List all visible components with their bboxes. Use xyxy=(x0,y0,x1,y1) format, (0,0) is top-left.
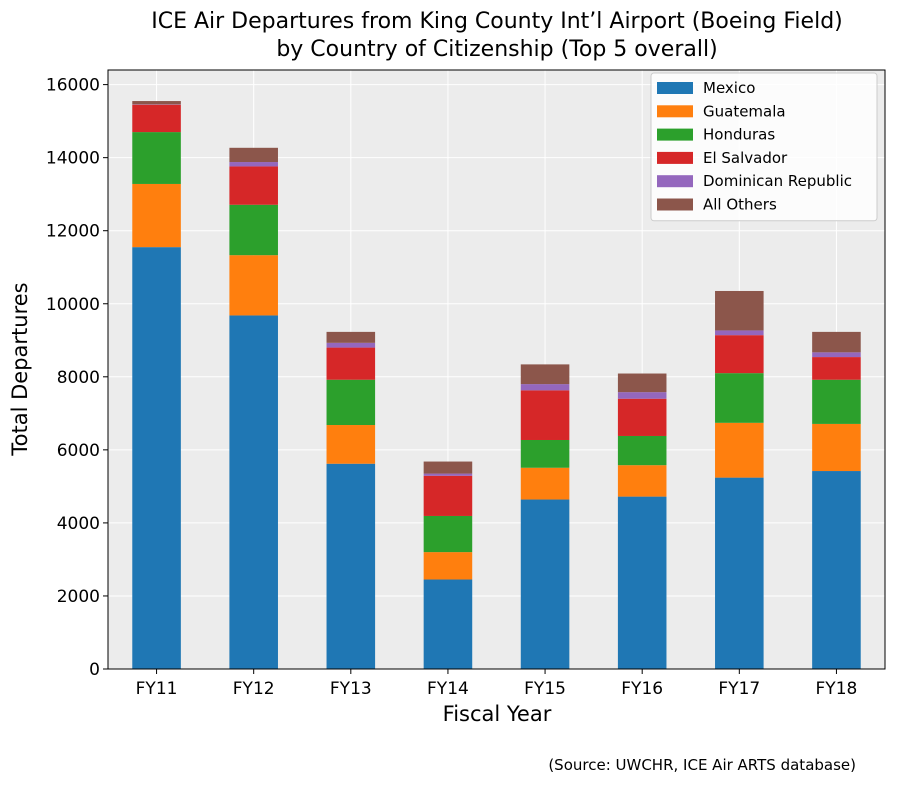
bar-guatemala-fy17 xyxy=(715,423,764,478)
bar-dominican-republic-fy12 xyxy=(229,162,278,166)
y-axis: 0 2000 4000 6000 8000 10000 12000 14000 16000 xyxy=(46,76,108,680)
source-note: (Source: UWCHR, ICE Air ARTS database) xyxy=(548,756,856,774)
bar-el-salvador-fy15 xyxy=(521,390,570,440)
bar-all-others-fy13 xyxy=(327,332,376,343)
y-tick-label: 2000 xyxy=(57,587,100,607)
bar-mexico-fy17 xyxy=(715,478,764,669)
y-tick-label: 8000 xyxy=(57,368,100,388)
x-tick-label: FY15 xyxy=(524,679,566,699)
y-tick-label: 0 xyxy=(89,660,100,680)
chart-subtitle: by Country of Citizenship (Top 5 overall… xyxy=(276,37,717,62)
x-tick-label: FY13 xyxy=(330,679,372,699)
legend-label: Dominican Republic xyxy=(703,172,852,190)
legend-label: Mexico xyxy=(703,79,755,97)
bar-dominican-republic-fy18 xyxy=(812,352,861,357)
bar-guatemala-fy13 xyxy=(327,425,376,464)
bar-dominican-republic-fy16 xyxy=(618,392,667,399)
bar-guatemala-fy16 xyxy=(618,465,667,496)
bar-guatemala-fy11 xyxy=(132,184,181,247)
legend-label: El Salvador xyxy=(703,149,788,167)
y-tick-label: 4000 xyxy=(57,514,100,534)
bar-mexico-fy15 xyxy=(521,500,570,669)
bar-all-others-fy12 xyxy=(229,148,278,162)
bar-honduras-fy17 xyxy=(715,373,764,423)
x-tick-label: FY14 xyxy=(427,679,469,699)
bar-honduras-fy18 xyxy=(812,380,861,424)
bar-el-salvador-fy17 xyxy=(715,335,764,373)
bar-dominican-republic-fy15 xyxy=(521,384,570,390)
bar-dominican-republic-fy17 xyxy=(715,330,764,335)
legend-swatch xyxy=(657,82,693,94)
bar-el-salvador-fy16 xyxy=(618,399,667,436)
y-axis-label: Total Departures xyxy=(8,282,32,456)
legend: Mexico Guatemala Honduras El Salvador Domini… xyxy=(651,73,877,221)
bar-honduras-fy15 xyxy=(521,440,570,468)
y-tick-label: 14000 xyxy=(46,149,100,169)
bar-mexico-fy14 xyxy=(424,580,473,669)
y-tick-label: 16000 xyxy=(46,76,100,96)
y-tick-label: 10000 xyxy=(46,295,100,315)
x-tick-label: FY11 xyxy=(136,679,178,699)
bar-all-others-fy18 xyxy=(812,332,861,352)
bar-mexico-fy12 xyxy=(229,315,278,669)
y-tick-label: 6000 xyxy=(57,441,100,461)
bar-el-salvador-fy12 xyxy=(229,166,278,204)
bar-mexico-fy11 xyxy=(132,247,181,669)
bar-honduras-fy14 xyxy=(424,516,473,552)
bar-dominican-republic-fy14 xyxy=(424,474,473,476)
bar-el-salvador-fy18 xyxy=(812,357,861,380)
bar-guatemala-fy15 xyxy=(521,468,570,500)
bar-honduras-fy16 xyxy=(618,436,667,465)
bar-all-others-fy15 xyxy=(521,364,570,384)
bar-mexico-fy16 xyxy=(618,497,667,669)
bar-all-others-fy11 xyxy=(132,101,181,104)
legend-swatch xyxy=(657,105,693,117)
x-tick-label: FY16 xyxy=(621,679,663,699)
legend-label: All Others xyxy=(703,196,777,214)
bar-guatemala-fy14 xyxy=(424,552,473,579)
bar-all-others-fy16 xyxy=(618,374,667,393)
bar-mexico-fy18 xyxy=(812,471,861,669)
x-axis-label: Fiscal Year xyxy=(443,702,552,726)
legend-swatch xyxy=(657,129,693,141)
bar-guatemala-fy18 xyxy=(812,424,861,471)
bar-honduras-fy13 xyxy=(327,380,376,425)
bar-mexico-fy13 xyxy=(327,464,376,669)
x-tick-label: FY17 xyxy=(718,679,760,699)
bar-guatemala-fy12 xyxy=(229,255,278,315)
bar-el-salvador-fy13 xyxy=(327,348,376,380)
legend-swatch xyxy=(657,175,693,187)
bar-honduras-fy11 xyxy=(132,132,181,184)
bar-el-salvador-fy14 xyxy=(424,476,473,516)
chart-title: ICE Air Departures from King County Int’… xyxy=(151,9,843,34)
x-tick-label: FY12 xyxy=(233,679,275,699)
legend-swatch xyxy=(657,152,693,164)
legend-label: Guatemala xyxy=(703,102,786,120)
x-tick-label: FY18 xyxy=(816,679,858,699)
x-axis: FY11 FY12 FY13 FY14 FY15 FY16 FY17 FY18 xyxy=(136,669,858,699)
legend-swatch xyxy=(657,199,693,211)
bar-all-others-fy14 xyxy=(424,462,473,474)
bar-el-salvador-fy11 xyxy=(132,105,181,132)
bar-dominican-republic-fy13 xyxy=(327,343,376,348)
legend-label: Honduras xyxy=(703,126,775,144)
y-tick-label: 12000 xyxy=(46,222,100,242)
bar-honduras-fy12 xyxy=(229,205,278,255)
bar-all-others-fy17 xyxy=(715,291,764,330)
